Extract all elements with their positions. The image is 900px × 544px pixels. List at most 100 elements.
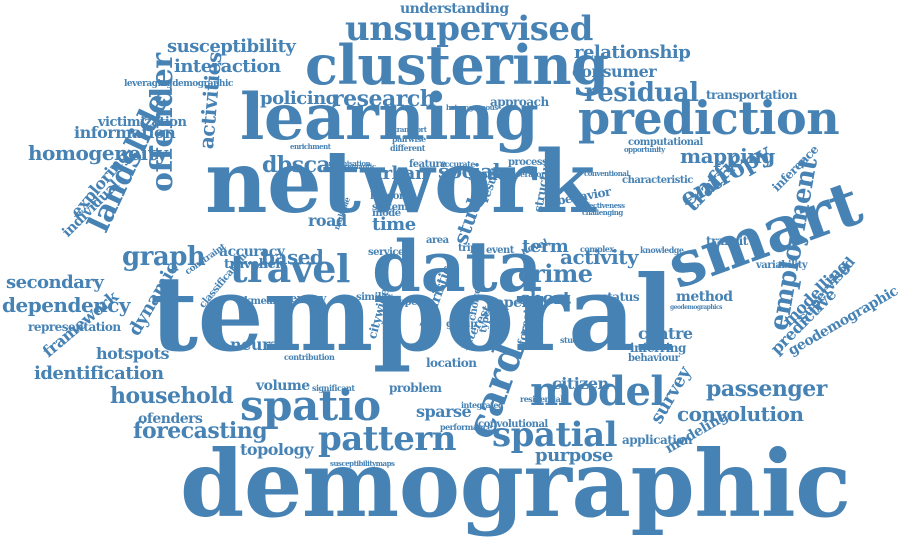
word: mapping [680, 144, 775, 168]
word: feature [409, 159, 447, 170]
word: convolution [677, 402, 804, 426]
word: based [261, 245, 324, 269]
word: computational [628, 137, 703, 148]
word: problem [389, 381, 442, 395]
word: traveller [224, 257, 282, 272]
word: accurate [440, 159, 475, 169]
word: method [676, 289, 733, 305]
word: secondary [6, 272, 104, 293]
word: approach [490, 95, 549, 109]
word: group [446, 319, 477, 330]
word: dbscan [262, 152, 346, 178]
word: residential [520, 394, 563, 404]
word: term [522, 236, 569, 257]
word: sparse [416, 402, 472, 421]
word: transport [394, 125, 427, 134]
word: homogeneity [28, 141, 168, 165]
word: social [438, 159, 500, 183]
word: repeat [394, 297, 428, 308]
word: different [390, 143, 425, 153]
word: interaction [174, 56, 281, 77]
word: enrichment [290, 142, 331, 151]
word: inferring [630, 341, 686, 355]
word: service [368, 247, 404, 258]
word: trip [458, 243, 477, 254]
word: transit [706, 234, 748, 248]
word: demographic [180, 430, 851, 538]
word: travel [230, 246, 350, 291]
word: representation [28, 320, 121, 334]
word: dependency [2, 293, 131, 317]
word: challenging [582, 208, 623, 217]
word: data [372, 225, 543, 308]
word: network [205, 132, 595, 233]
word: purpose [535, 445, 613, 466]
word: residual [584, 78, 699, 108]
word: hotspots [96, 344, 169, 363]
word: prediction [578, 91, 840, 145]
word: citizen [552, 374, 609, 393]
word: road [308, 211, 347, 230]
word: temporal [150, 252, 675, 375]
word: performance [440, 422, 492, 432]
word: behaviour [628, 353, 680, 364]
word: variability [756, 260, 808, 271]
word: location [426, 356, 477, 370]
word: neural [230, 335, 286, 354]
word: victimization [98, 115, 187, 130]
word: memory [279, 292, 326, 305]
word: centre [638, 324, 693, 343]
word: knowledge [640, 245, 684, 255]
word: time [372, 214, 416, 235]
word: understanding [400, 1, 509, 17]
word: complex [580, 244, 614, 254]
word: kmeans [244, 296, 285, 307]
word: unsupervised [345, 9, 593, 49]
word: forecasting [133, 418, 268, 444]
word: application [622, 433, 693, 447]
word: learning [240, 80, 539, 155]
word: system [372, 202, 408, 213]
word: pairwise [392, 134, 426, 144]
word: identification [34, 363, 164, 384]
word: studies [560, 335, 589, 345]
word: significant [312, 383, 355, 393]
word: spatial [492, 415, 618, 455]
word: operator [510, 169, 545, 179]
word: passenger [706, 376, 827, 402]
word: status [601, 290, 640, 304]
word: area [426, 235, 449, 246]
word: processes [508, 157, 559, 168]
word: ofenders [138, 411, 203, 427]
word: pattern [318, 419, 456, 459]
word: urban [370, 163, 428, 184]
word: research [332, 86, 436, 112]
word: characteristic [622, 175, 693, 186]
word: consumer [572, 62, 657, 81]
word: transportation [706, 88, 798, 102]
word: policing [260, 88, 338, 109]
word: conventional [584, 169, 629, 178]
word: topology [240, 440, 314, 459]
word: space [468, 165, 516, 184]
word: relationship [574, 42, 691, 63]
word: information [74, 123, 176, 142]
word: similar [356, 292, 392, 303]
word: opportunity [624, 145, 665, 154]
word: leveragingdemographic [124, 79, 233, 89]
word: crime [518, 259, 593, 288]
word: integrated [461, 400, 504, 410]
word: london [370, 191, 406, 202]
word: event [486, 245, 514, 256]
word: spatio [240, 381, 381, 430]
word: semantic [344, 162, 376, 171]
word: convolutional [478, 419, 548, 430]
word: heterogeneous [446, 103, 498, 112]
word: activity [560, 245, 639, 269]
word: graph [122, 242, 206, 272]
word: paper [486, 295, 529, 311]
word: model [530, 368, 666, 415]
word: urbanisation [326, 159, 371, 168]
word: effectiveness [580, 201, 625, 210]
